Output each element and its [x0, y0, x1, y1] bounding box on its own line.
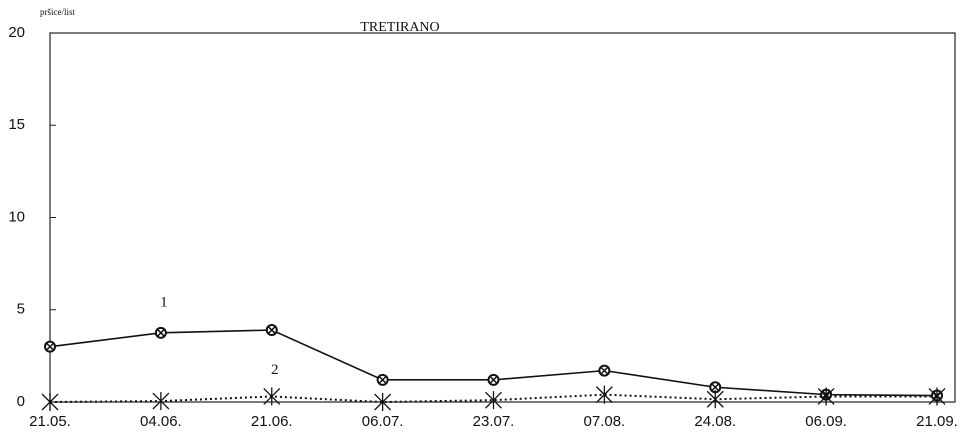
x-tick-label: 06.07. — [362, 413, 404, 430]
data-point — [152, 392, 170, 411]
data-point — [44, 340, 56, 353]
marker-star — [817, 387, 835, 406]
y-tick-label: 0 — [17, 393, 25, 410]
data-point — [263, 387, 281, 406]
marker-cross — [600, 367, 608, 375]
chart-title: TRETIRANO — [360, 20, 439, 35]
y-tick-label: 20 — [8, 24, 25, 41]
y-tick-label: 15 — [8, 116, 25, 133]
marker-cross — [711, 383, 719, 391]
marker-star — [485, 391, 502, 410]
marker-star — [152, 392, 170, 411]
marker-cross — [379, 376, 387, 384]
marker-star — [374, 393, 392, 411]
data-point — [709, 381, 722, 394]
marker-cross — [46, 343, 54, 351]
x-tick-label: 21.05. — [29, 413, 71, 430]
data-point — [928, 387, 946, 406]
data-point — [598, 364, 611, 377]
marker-star — [706, 390, 724, 409]
data-point — [487, 373, 500, 386]
marker-star — [41, 393, 59, 411]
x-tick-label: 21.06. — [251, 413, 293, 430]
data-point — [817, 387, 835, 406]
data-point — [41, 393, 59, 411]
marker-star — [263, 387, 281, 406]
x-tick-label: 07.08. — [584, 413, 626, 430]
data-point — [154, 326, 167, 339]
x-tick-label: 23.07. — [473, 413, 515, 430]
data-point — [595, 385, 613, 404]
series-annotation: 2 — [271, 362, 279, 378]
y-tick-label: 5 — [17, 301, 25, 318]
marker-star — [595, 385, 613, 404]
data-point — [376, 373, 389, 386]
x-tick-label: 24.08. — [694, 413, 736, 430]
data-point — [265, 324, 278, 337]
x-tick-label: 21.09. — [916, 413, 958, 430]
data-point — [706, 390, 724, 409]
marker-cross — [489, 376, 498, 384]
plot-frame — [49, 32, 956, 403]
marker-cross — [157, 329, 165, 337]
x-tick-label: 04.06. — [140, 413, 182, 430]
series-annotation: 1 — [160, 294, 168, 310]
y-tick-label: 10 — [8, 208, 25, 225]
marker-star — [928, 387, 946, 406]
data-point — [485, 391, 502, 410]
marker-cross — [268, 326, 276, 334]
y-axis-label: pršice/list — [40, 7, 75, 17]
x-tick-label: 06.09. — [805, 413, 847, 430]
data-point — [374, 393, 392, 411]
